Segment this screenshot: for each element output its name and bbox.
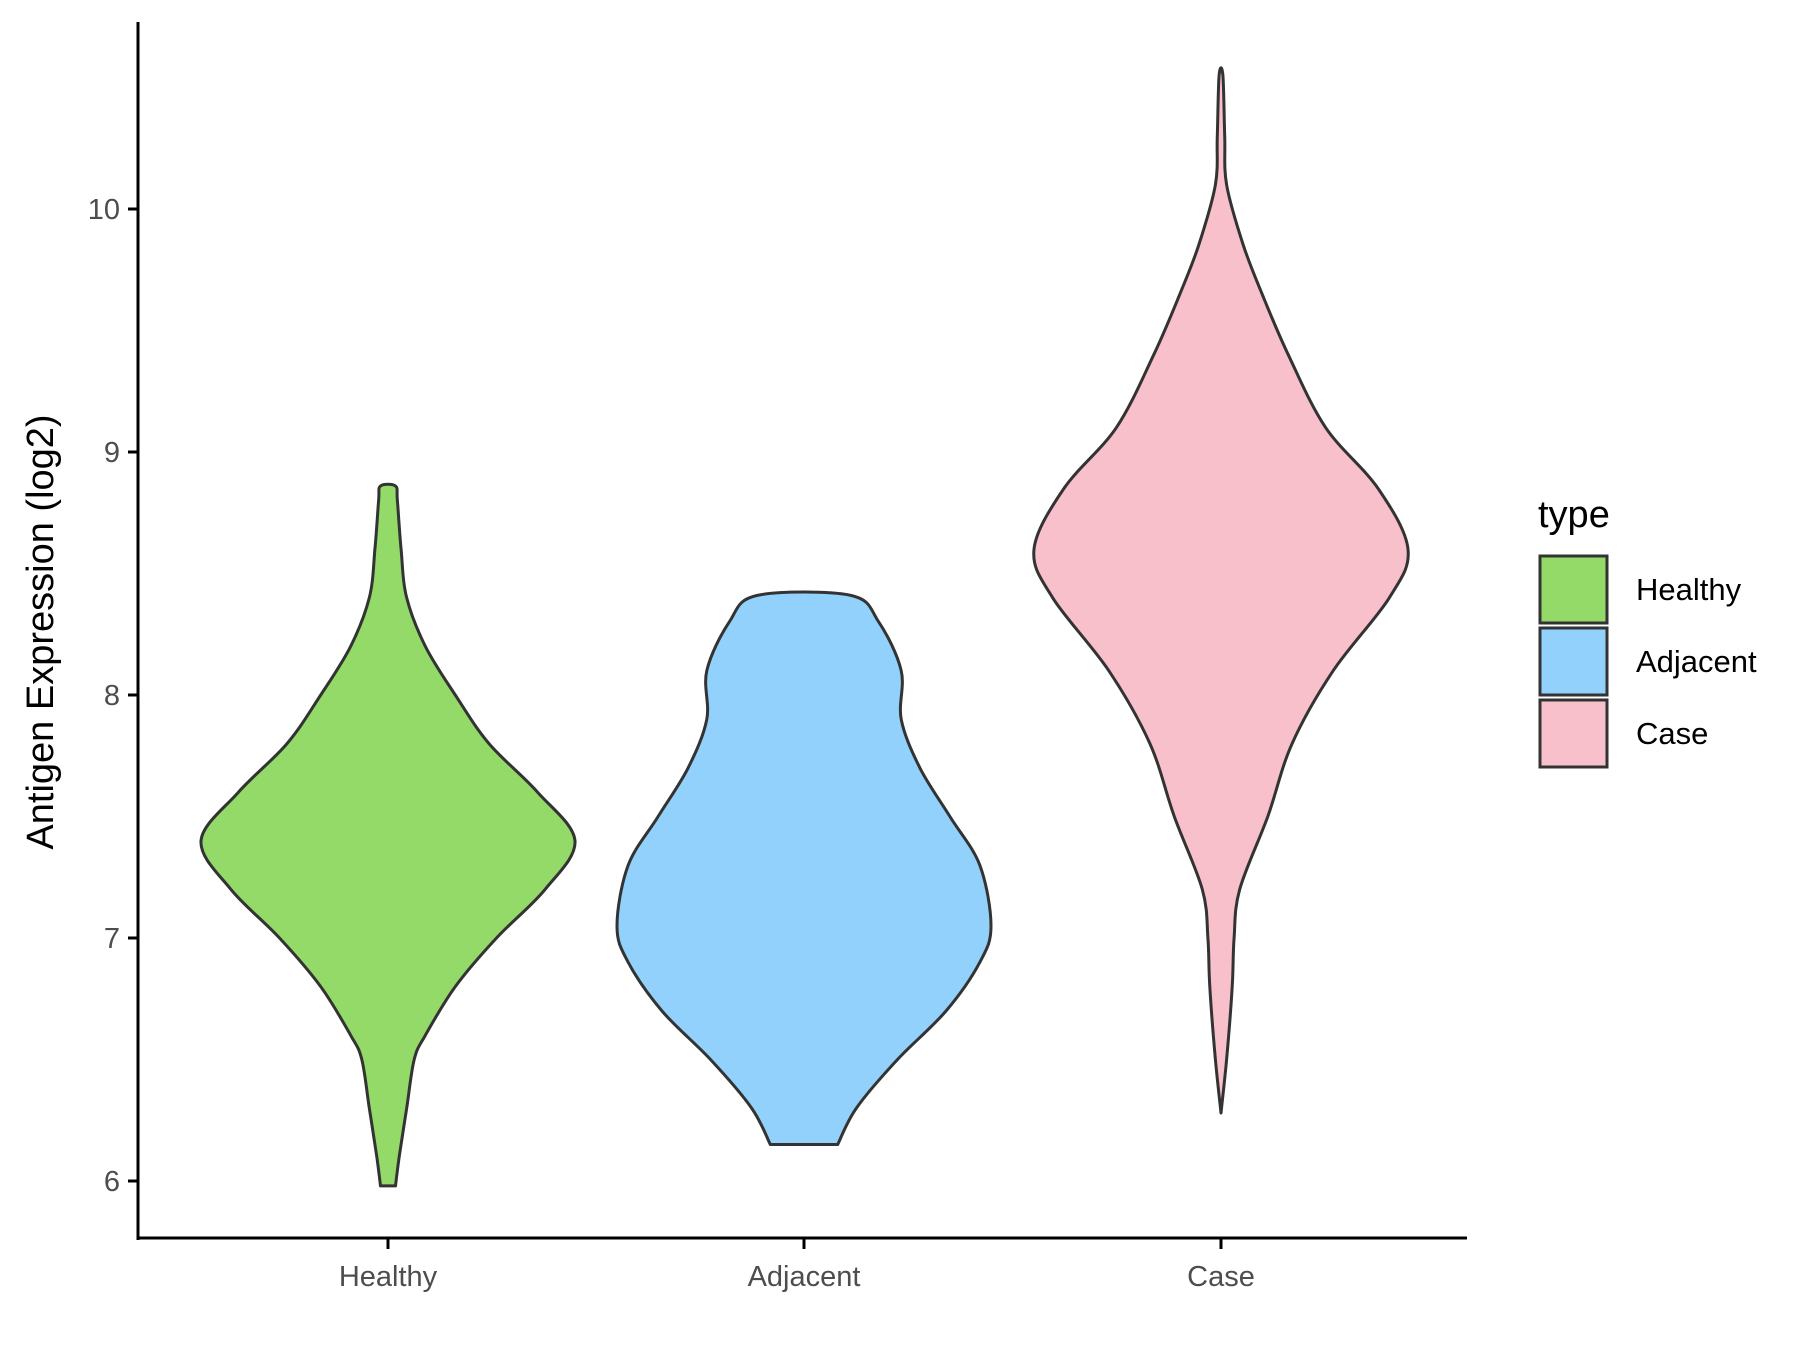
y-tick-label: 8 (104, 680, 120, 712)
y-ticks: 6 7 8 9 10 (88, 194, 138, 1198)
y-tick-label: 9 (104, 437, 120, 469)
y-tick-label: 10 (88, 194, 120, 226)
x-tick-label: Adjacent (748, 1261, 861, 1293)
x-tick-label: Case (1187, 1261, 1255, 1293)
violin-healthy (199, 482, 577, 1188)
legend-label-healthy: Healthy (1636, 572, 1742, 607)
legend-key-adjacent (1538, 626, 1609, 697)
y-tick-label: 7 (104, 923, 120, 955)
legend: Healthy Adjacent Case (1538, 554, 1757, 769)
violin-adjacent (615, 590, 993, 1146)
legend-label-adjacent: Adjacent (1636, 644, 1757, 679)
violin-case (1032, 66, 1410, 1115)
y-tick-label: 6 (104, 1166, 120, 1198)
legend-title: type (1538, 494, 1610, 536)
legend-key-healthy (1538, 554, 1609, 625)
legend-label-case: Case (1636, 716, 1708, 751)
x-tick-label: Healthy (339, 1261, 438, 1293)
legend-key-case (1538, 698, 1609, 769)
violins-layer (199, 66, 1410, 1188)
y-axis-title: Antigen Expression (log2) (20, 414, 62, 849)
x-ticks: Healthy Adjacent Case (339, 1238, 1255, 1293)
